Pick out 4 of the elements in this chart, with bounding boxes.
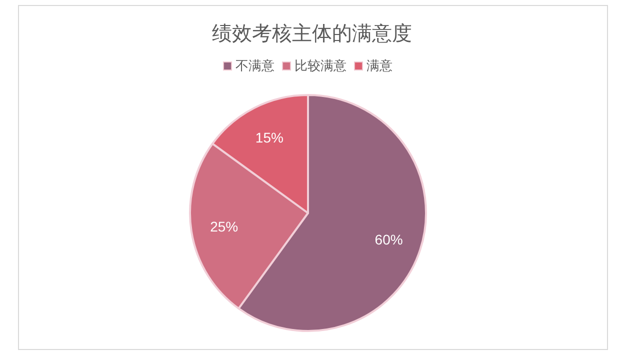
legend-label: 比较满意 — [294, 58, 346, 73]
legend-label: 不满意 — [236, 58, 274, 73]
legend-label: 满意 — [366, 58, 392, 73]
title: 绩效考核主体的满意度 — [212, 23, 412, 45]
